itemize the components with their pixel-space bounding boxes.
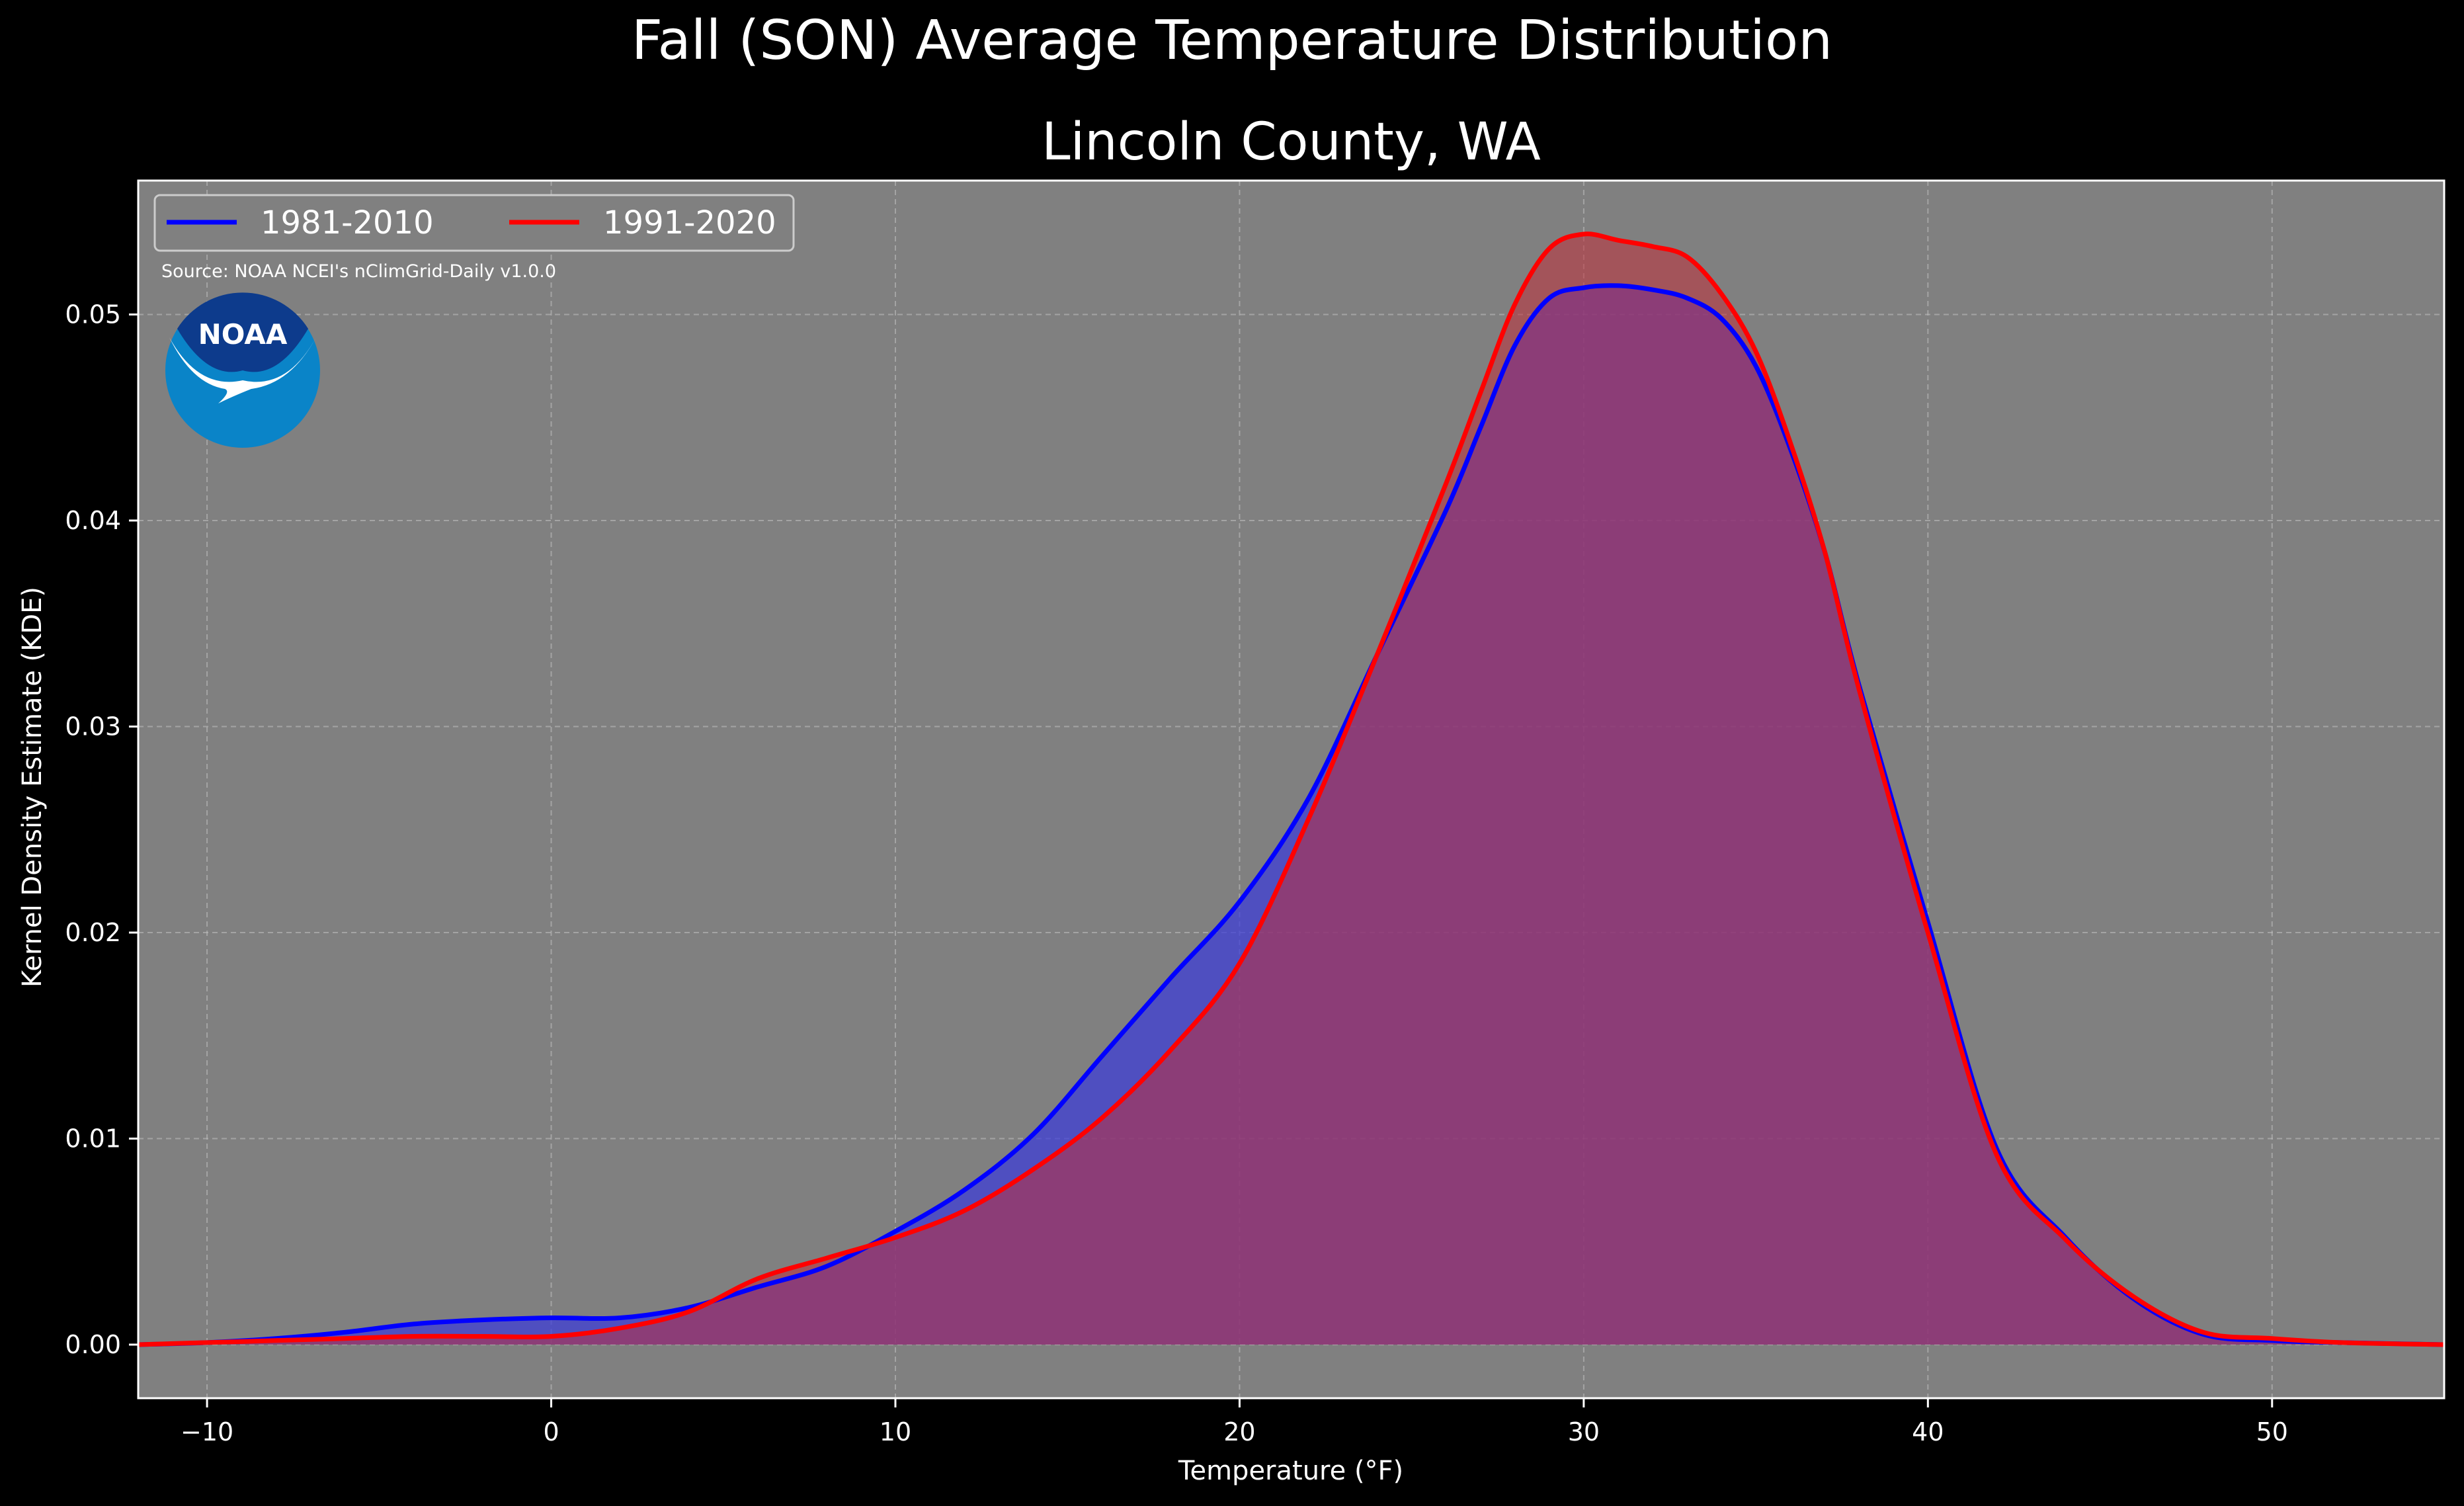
plot-frame <box>137 179 2445 1400</box>
x-tick-label: −10 <box>181 1417 233 1446</box>
legend-label-1991-2020: 1991-2020 <box>603 204 776 241</box>
density-line-1991-2020 <box>138 231 2444 1347</box>
y-tick-label: 0.02 <box>65 918 121 947</box>
x-tick-label: 50 <box>2256 1417 2288 1446</box>
chart-title: Fall (SON) Average Temperature Distribut… <box>631 9 1833 72</box>
legend: 1981-2010 1991-2020 <box>153 194 795 252</box>
noaa-logo: NOAA <box>165 292 320 448</box>
density-line-1981-2010 <box>138 283 2444 1347</box>
grid-lines <box>138 181 2444 1398</box>
x-tick-label: 20 <box>1223 1417 1255 1446</box>
x-tick-label: 40 <box>1912 1417 1944 1446</box>
legend-box <box>153 194 795 252</box>
y-tick-label: 0.00 <box>65 1330 121 1359</box>
x-tick-label: 0 <box>543 1417 559 1446</box>
density-areas <box>138 233 2444 1345</box>
legend-label-1981-2010: 1981-2010 <box>261 204 434 241</box>
y-axis-label: Kernel Density Estimate (KDE) <box>17 587 48 987</box>
y-tick-label: 0.05 <box>65 300 121 329</box>
noaa-logo-top <box>177 292 308 372</box>
x-tick-label: 30 <box>1568 1417 1600 1446</box>
x-axis-ticks: −10 0 10 20 30 40 50 <box>181 1398 2288 1446</box>
source-note: Source: NOAA NCEI's nClimGrid-Daily v1.0… <box>161 261 556 282</box>
noaa-gull-icon <box>169 337 316 403</box>
x-axis-label: Temperature (°F) <box>1178 1456 1403 1486</box>
density-area-1991-2020 <box>138 233 2444 1345</box>
chart-subtitle: Lincoln County, WA <box>1042 112 1541 172</box>
x-tick-label: 10 <box>880 1417 911 1446</box>
y-tick-label: 0.03 <box>65 712 121 741</box>
density-lines <box>138 231 2444 1347</box>
y-tick-label: 0.04 <box>65 506 121 535</box>
noaa-logo-text: NOAA <box>198 318 288 351</box>
y-tick-label: 0.01 <box>65 1124 121 1153</box>
y-axis-ticks: 0.00 0.01 0.02 0.03 0.04 0.05 <box>65 300 138 1359</box>
